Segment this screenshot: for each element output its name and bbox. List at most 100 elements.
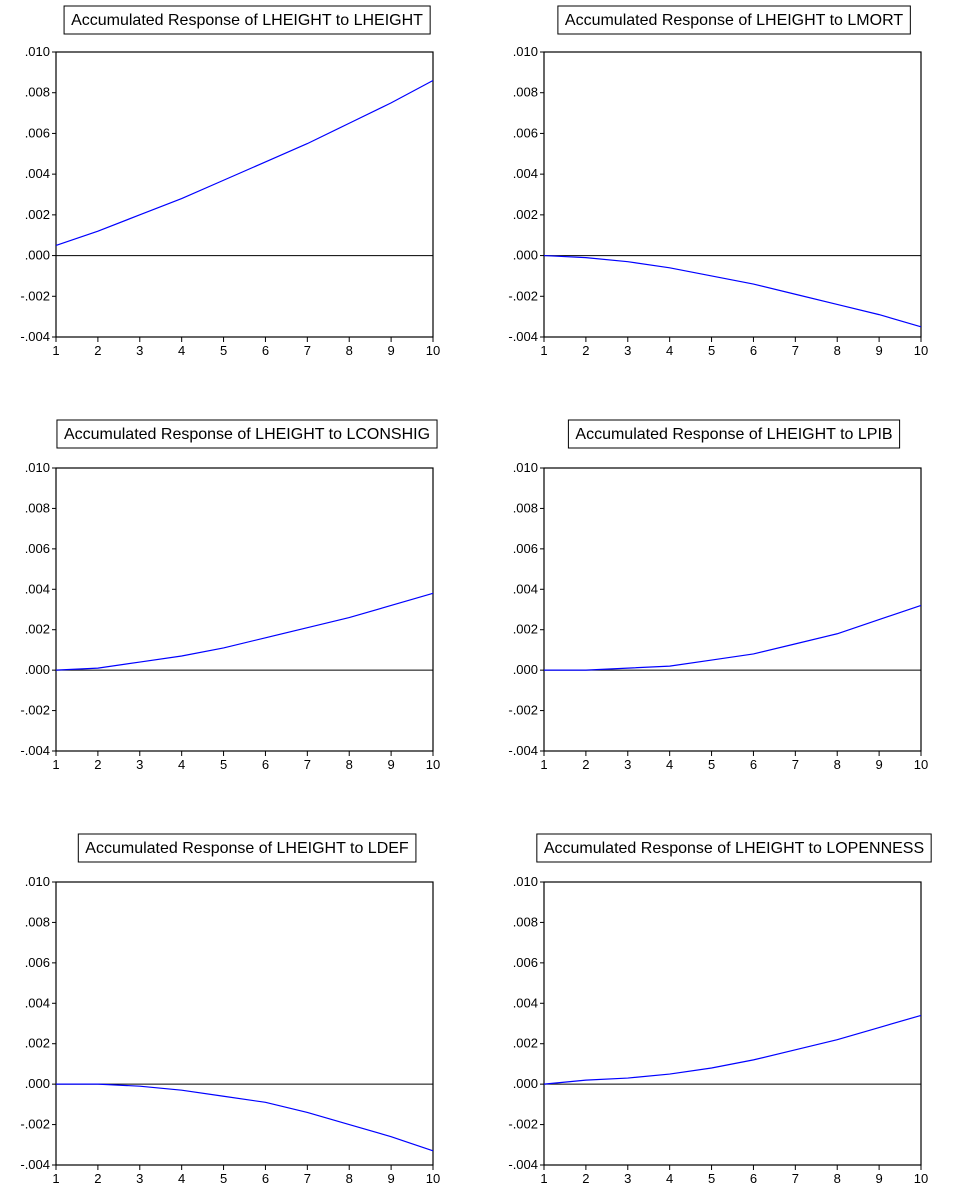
chart-panel-4: Accumulated Response of LHEIGHT to LPIB.… — [508, 419, 928, 772]
y-tick-label: .002 — [513, 622, 538, 637]
y-tick-label: .004 — [25, 995, 50, 1010]
x-tick-label: 2 — [94, 1171, 101, 1186]
x-tick-label: 3 — [136, 757, 143, 772]
x-tick-label: 8 — [834, 1171, 841, 1186]
y-tick-label: -.002 — [20, 703, 50, 718]
y-tick-label: .010 — [25, 44, 50, 59]
plot-frame — [55, 467, 434, 752]
x-tick-label: 9 — [387, 343, 394, 358]
chart-title: Accumulated Response of LHEIGHT to LPIB — [575, 426, 892, 443]
x-tick-label: 9 — [875, 757, 882, 772]
chart-panel-2: Accumulated Response of LHEIGHT to LMORT… — [508, 5, 928, 358]
chart-panel-1: Accumulated Response of LHEIGHT to LHEIG… — [20, 5, 440, 358]
x-tick-label: 4 — [666, 757, 673, 772]
y-tick-label: .000 — [25, 248, 50, 263]
y-tick-label: .002 — [25, 207, 50, 222]
y-tick-label: .008 — [513, 914, 538, 929]
y-tick-label: .006 — [25, 125, 50, 140]
x-tick-label: 6 — [750, 757, 757, 772]
x-tick-label: 9 — [875, 1171, 882, 1186]
y-tick-label: .006 — [25, 541, 50, 556]
y-tick-label: .002 — [25, 622, 50, 637]
x-tick-label: 1 — [52, 343, 59, 358]
chart-title-box — [56, 419, 438, 449]
y-tick-label: .010 — [25, 460, 50, 475]
x-tick-label: 10 — [914, 1171, 928, 1186]
y-tick-label: .004 — [513, 581, 538, 596]
x-tick-label: 1 — [52, 757, 59, 772]
chart-title-box — [536, 833, 932, 863]
x-tick-label: 5 — [220, 757, 227, 772]
y-tick-label: .006 — [513, 955, 538, 970]
y-tick-label: -.002 — [508, 288, 538, 303]
x-tick-label: 8 — [346, 343, 353, 358]
x-tick-label: 6 — [262, 1171, 269, 1186]
x-tick-label: 8 — [346, 1171, 353, 1186]
y-tick-label: .002 — [25, 1036, 50, 1051]
x-tick-label: 10 — [914, 757, 928, 772]
response-line — [543, 1014, 922, 1085]
y-tick-label: .010 — [513, 460, 538, 475]
response-line — [55, 592, 434, 671]
y-tick-label: -.002 — [20, 288, 50, 303]
x-tick-label: 3 — [136, 343, 143, 358]
x-tick-label: 5 — [220, 343, 227, 358]
x-tick-label: 10 — [426, 1171, 440, 1186]
x-tick-label: 1 — [540, 343, 547, 358]
y-tick-label: .004 — [25, 166, 50, 181]
x-tick-label: 4 — [666, 1171, 673, 1186]
x-tick-label: 6 — [262, 343, 269, 358]
x-tick-label: 5 — [708, 1171, 715, 1186]
y-tick-label: -.002 — [508, 703, 538, 718]
x-tick-label: 8 — [834, 343, 841, 358]
y-tick-label: .008 — [25, 85, 50, 100]
x-tick-label: 3 — [624, 1171, 631, 1186]
plot-frame — [55, 881, 434, 1166]
x-tick-label: 1 — [540, 1171, 547, 1186]
y-tick-label: .008 — [25, 500, 50, 515]
y-tick-label: .008 — [513, 85, 538, 100]
y-tick-label: .002 — [513, 1036, 538, 1051]
x-tick-label: 6 — [262, 757, 269, 772]
plot-frame — [543, 881, 922, 1166]
y-tick-label: .004 — [513, 995, 538, 1010]
y-tick-label: -.004 — [508, 1157, 538, 1172]
plot-frame — [55, 51, 434, 338]
y-tick-label: .006 — [513, 541, 538, 556]
chart-title-box — [63, 5, 431, 35]
chart-title: Accumulated Response of LHEIGHT to LOPEN… — [544, 840, 924, 857]
x-tick-label: 7 — [792, 1171, 799, 1186]
x-tick-label: 7 — [304, 757, 311, 772]
x-tick-label: 8 — [346, 757, 353, 772]
x-tick-label: 5 — [220, 1171, 227, 1186]
y-tick-label: .006 — [513, 125, 538, 140]
x-tick-label: 9 — [387, 757, 394, 772]
y-tick-label: -.004 — [20, 329, 50, 344]
y-tick-label: .004 — [513, 166, 538, 181]
y-tick-label: -.004 — [508, 743, 538, 758]
x-tick-label: 1 — [52, 1171, 59, 1186]
x-tick-label: 6 — [750, 343, 757, 358]
chart-title: Accumulated Response of LHEIGHT to LHEIG… — [71, 12, 423, 29]
y-tick-label: .008 — [513, 500, 538, 515]
y-tick-label: .010 — [25, 874, 50, 889]
x-tick-label: 4 — [666, 343, 673, 358]
x-tick-label: 9 — [875, 343, 882, 358]
x-tick-label: 10 — [426, 343, 440, 358]
response-line — [55, 79, 434, 246]
x-tick-label: 3 — [624, 343, 631, 358]
chart-title-box — [77, 833, 417, 863]
x-tick-label: 7 — [792, 757, 799, 772]
response-line — [544, 604, 922, 671]
x-tick-label: 4 — [178, 343, 185, 358]
y-tick-label: .010 — [513, 44, 538, 59]
y-tick-label: .006 — [25, 955, 50, 970]
x-tick-label: 4 — [178, 757, 185, 772]
x-tick-label: 2 — [582, 757, 589, 772]
y-tick-label: .000 — [513, 1076, 538, 1091]
chart-panel-3: Accumulated Response of LHEIGHT to LCONS… — [20, 419, 440, 772]
y-tick-label: -.002 — [20, 1117, 50, 1132]
y-tick-label: .000 — [513, 248, 538, 263]
x-tick-label: 3 — [624, 757, 631, 772]
response-line — [56, 1083, 434, 1152]
